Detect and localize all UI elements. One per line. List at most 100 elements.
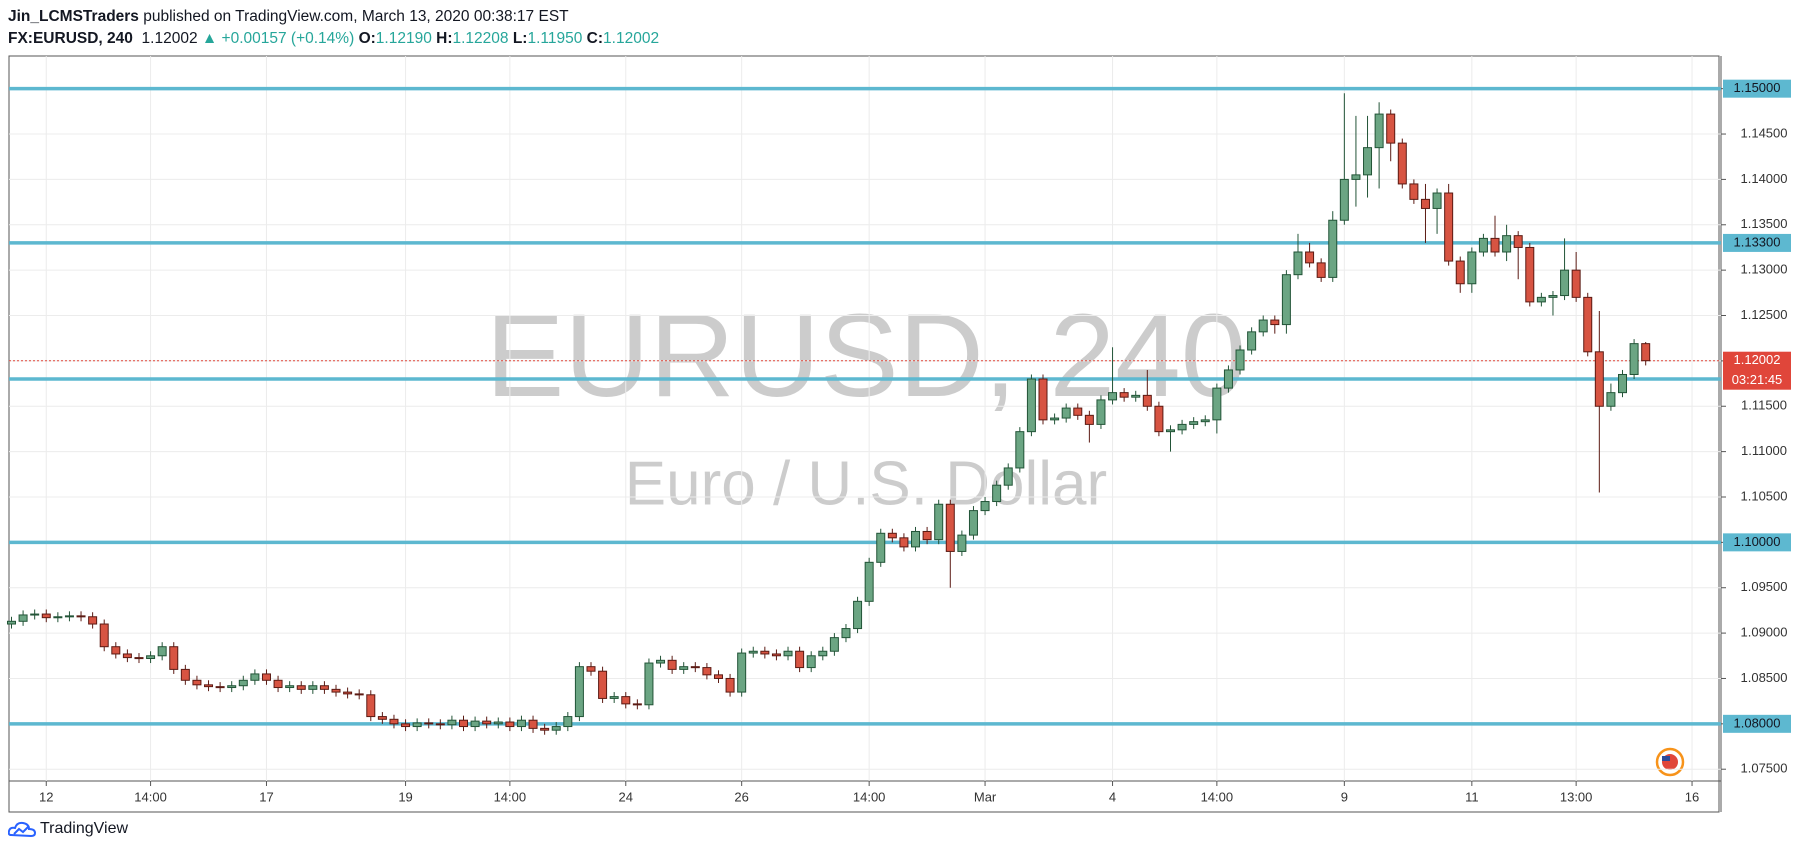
levels	[9, 86, 1721, 726]
candle-body	[690, 666, 700, 669]
candle-body	[296, 685, 306, 690]
candle-body	[574, 666, 584, 718]
candle-body	[76, 615, 86, 618]
candle-body	[911, 530, 921, 548]
l: 1.11950	[527, 30, 583, 47]
candle-body	[1316, 262, 1326, 278]
candle-body	[1038, 378, 1048, 421]
candle-body	[992, 484, 1002, 503]
candle-body	[1571, 269, 1581, 298]
candle-body	[99, 623, 109, 648]
price-axis: 1.07500 1.08000 1.08500 1.09000 1.09500 1.100…	[1721, 80, 1788, 776]
publish-info: published on TradingView.com, March 13, …	[143, 8, 569, 25]
candle-body	[424, 722, 434, 725]
y-tick-label: 1.11500	[1741, 398, 1787, 413]
last-price-label: 1.12002	[1734, 352, 1781, 367]
candle-body	[227, 685, 237, 689]
candle-body	[864, 561, 874, 602]
candle-body	[308, 685, 318, 690]
candle-body	[737, 652, 747, 693]
candle-body	[679, 666, 689, 670]
candle-body	[853, 600, 863, 630]
header: Jin_LCMSTraders published on TradingView…	[8, 6, 659, 50]
candle-body	[1223, 369, 1233, 389]
candle-body	[285, 685, 295, 689]
watermark-subtitle: Euro / U.S. Dollar	[625, 449, 1107, 518]
candle-body	[215, 686, 225, 689]
candle-body	[621, 696, 631, 705]
candle-body	[1525, 246, 1535, 303]
x-tick-label: 14:00	[494, 789, 527, 804]
candle-body	[1374, 113, 1384, 149]
watermark: EURUSD, 240	[486, 290, 1247, 422]
candle-body	[945, 503, 955, 552]
candle-body	[273, 679, 283, 689]
candle-body	[1073, 407, 1083, 416]
candle-body	[1165, 429, 1175, 433]
candle-body	[1420, 198, 1430, 209]
candle-body	[1189, 421, 1199, 425]
candle-body	[412, 722, 422, 728]
candle-body	[459, 719, 469, 728]
candle-body	[250, 673, 260, 681]
o: 1.12190	[375, 30, 432, 47]
candle-body	[1212, 387, 1222, 421]
quote-line: FX:EURUSD, 240 1.12002 ▲ +0.00157 (+0.14…	[8, 28, 659, 50]
candle-body	[1629, 343, 1639, 375]
candle-body	[1142, 394, 1152, 407]
candle-body	[1386, 113, 1396, 144]
y-tick-label: 1.14500	[1741, 125, 1788, 140]
candle-body	[1560, 269, 1570, 297]
candle-body	[470, 720, 480, 728]
candle-body	[1455, 260, 1465, 285]
candles	[6, 93, 1651, 735]
candle-body	[1641, 343, 1651, 362]
candle-body	[377, 716, 387, 720]
candle-body	[331, 688, 341, 693]
last-price-box	[1723, 351, 1791, 390]
candle-body	[934, 503, 944, 541]
c-label: C:	[586, 30, 604, 47]
x-tick-label: 12	[39, 789, 53, 804]
candle-body	[169, 646, 179, 670]
candle-body	[748, 650, 758, 654]
candle-body	[528, 719, 538, 729]
candle-body	[771, 653, 781, 657]
change: +0.00157 (+0.14%)	[221, 30, 355, 47]
candle-body	[516, 719, 526, 728]
candle-body	[1050, 417, 1060, 421]
brand[interactable]: TradingView	[40, 820, 129, 837]
x-tick-label: 19	[398, 789, 412, 804]
candle-body	[563, 716, 573, 728]
candle-body	[1328, 219, 1338, 278]
candle-body	[980, 501, 990, 512]
candle-body	[609, 696, 619, 699]
candle-body	[1061, 407, 1071, 419]
y-tick-label: 1.11000	[1741, 443, 1787, 458]
level-label-box	[1723, 714, 1791, 733]
candle-body	[968, 510, 978, 536]
candle-body	[829, 637, 839, 652]
candle-body	[192, 679, 202, 686]
candle-body	[598, 670, 608, 699]
x-tick-label: 16	[1685, 789, 1699, 804]
author[interactable]: Jin_LCMSTraders	[8, 8, 139, 25]
candle-body	[146, 655, 156, 660]
candle-body	[1432, 192, 1442, 209]
candle-body	[1096, 399, 1106, 425]
y-tick-label: 1.12500	[1741, 307, 1788, 322]
candle-body	[1363, 147, 1373, 176]
level-label-box	[1723, 233, 1791, 252]
candle-body	[783, 650, 793, 657]
candle-body	[18, 614, 28, 622]
candle-body	[806, 655, 816, 669]
y-tick-label: 1.09000	[1741, 625, 1788, 640]
candle-body	[134, 657, 144, 660]
candle-body	[1293, 251, 1303, 276]
candle-body	[64, 615, 74, 618]
c: 1.12002	[603, 30, 660, 47]
candle-body	[1502, 235, 1512, 253]
candle-body	[1548, 295, 1558, 298]
candle-body	[551, 726, 561, 731]
